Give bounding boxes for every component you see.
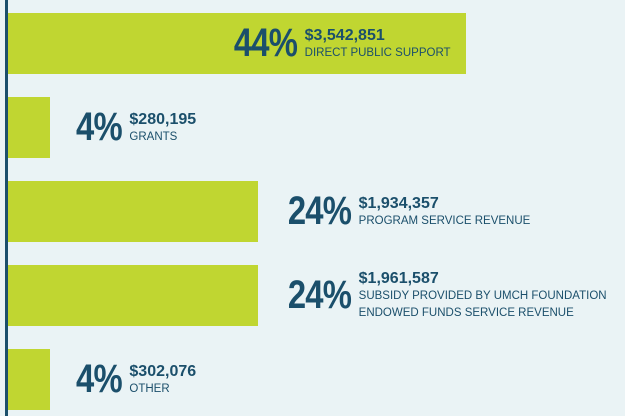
amount-label: $1,961,587: [358, 270, 439, 287]
percent-label: 4%: [75, 105, 123, 149]
bar-label: 24% $1,934,357 PROGRAM SERVICE REVENUE: [274, 181, 531, 242]
category-label: GRANTS: [129, 130, 178, 143]
bar: [8, 97, 50, 158]
percent-label: 44%: [233, 21, 297, 65]
amount-label: $3,542,851: [304, 26, 385, 44]
category-label: SUBSIDY PROVIDED BY UMCH FOUNDATION ENDO…: [358, 290, 607, 319]
bar: [8, 265, 258, 326]
category-label: OTHER: [129, 382, 170, 395]
percent-label: 24%: [287, 189, 351, 233]
bar-label: 4% $280,195 GRANTS: [66, 97, 197, 158]
label-group: $3,542,851 DIRECT PUBLIC SUPPORT: [305, 26, 451, 62]
label-group: $280,195 GRANTS: [129, 110, 196, 146]
bar: [8, 349, 50, 410]
label-group: $302,076 OTHER: [129, 362, 196, 398]
bar-label: 44% $3,542,851 DIRECT PUBLIC SUPPORT: [220, 13, 451, 74]
amount-label: $280,195: [129, 110, 197, 128]
percent-label: 4%: [75, 357, 123, 401]
axis-line: [5, 0, 8, 416]
bar-label: 24% $1,961,587 SUBSIDY PROVIDED BY UMCH FO…: [274, 265, 625, 326]
label-group: $1,934,357 PROGRAM SERVICE REVENUE: [359, 194, 531, 230]
amount-label: $1,934,357: [358, 194, 439, 212]
label-group: $1,961,587 SUBSIDY PROVIDED BY UMCH FOUND…: [359, 269, 625, 322]
bar-label: 4% $302,076 OTHER: [66, 349, 197, 410]
percent-label: 24%: [287, 273, 351, 317]
bar: [8, 181, 258, 242]
bar: [8, 13, 466, 74]
amount-label: $302,076: [129, 362, 197, 380]
category-label: PROGRAM SERVICE REVENUE: [358, 214, 531, 227]
category-label: DIRECT PUBLIC SUPPORT: [304, 46, 451, 59]
